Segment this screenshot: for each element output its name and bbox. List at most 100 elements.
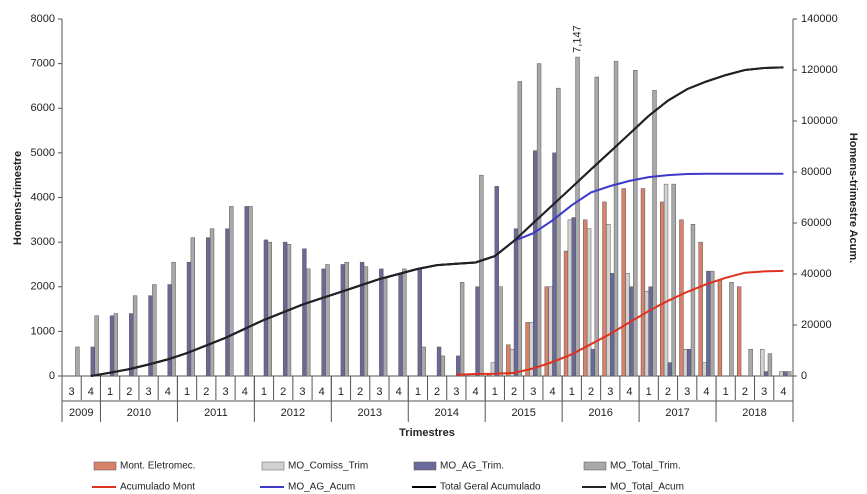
bar xyxy=(567,219,573,377)
x-tick-label: 1 xyxy=(184,386,190,398)
bar xyxy=(583,219,588,377)
x-tick-label: 3 xyxy=(299,386,305,398)
y-tick-label: 8000 xyxy=(31,13,55,25)
bar xyxy=(321,268,326,377)
legend-label: MO_AG_Acum xyxy=(288,482,355,493)
x-tick-label: 2 xyxy=(434,386,440,398)
x-tick-label: 4 xyxy=(396,386,402,398)
legend-label: Mont. Eletromec. xyxy=(120,461,196,472)
legend-swatch xyxy=(93,461,117,471)
bar xyxy=(206,237,211,377)
bar xyxy=(90,346,95,377)
y-tick-label: 2000 xyxy=(31,281,55,293)
y-tick-label: 6000 xyxy=(31,102,55,114)
bar xyxy=(629,286,634,377)
x-tick-label: 2 xyxy=(588,386,594,398)
bar xyxy=(94,315,99,377)
legend-label: MO_AG_Trim. xyxy=(440,461,504,472)
x-tick-label: 2 xyxy=(742,386,748,398)
year-label: 2015 xyxy=(511,407,535,419)
bar xyxy=(267,241,272,377)
bar xyxy=(513,228,519,377)
bar xyxy=(648,286,653,377)
y2-tick-label: 0 xyxy=(801,370,807,382)
legend-label: Acumulado Mont xyxy=(120,482,195,493)
year-label: 2017 xyxy=(665,407,689,419)
x-tick-label: 4 xyxy=(626,386,632,398)
bar xyxy=(459,282,465,377)
bar xyxy=(556,87,561,377)
bar xyxy=(748,348,753,377)
x-tick-label: 3 xyxy=(684,386,690,398)
bar xyxy=(729,282,734,377)
bar xyxy=(306,268,311,377)
y2-tick-label: 140000 xyxy=(801,13,838,25)
x-tick-label: 1 xyxy=(646,386,652,398)
x-tick-label: 4 xyxy=(780,386,786,398)
bar xyxy=(690,224,696,377)
x-tick-label: 4 xyxy=(88,386,94,398)
bar xyxy=(190,237,195,377)
bar xyxy=(698,241,703,377)
legend-label: MO_Comiss_Trim xyxy=(288,461,368,472)
bar xyxy=(132,295,138,377)
bar xyxy=(702,362,707,377)
bar xyxy=(109,315,115,377)
x-tick-label: 4 xyxy=(242,386,248,398)
bar xyxy=(706,270,711,377)
y-tick-label: 4000 xyxy=(31,191,55,203)
bar xyxy=(340,264,346,377)
bar xyxy=(398,273,403,377)
x-tick-label: 1 xyxy=(107,386,113,398)
y-tick-label: 3000 xyxy=(31,236,55,248)
bar xyxy=(663,183,669,377)
bar xyxy=(671,183,676,377)
x-tick-label: 3 xyxy=(376,386,382,398)
y2-tick-label: 80000 xyxy=(801,166,832,178)
bar xyxy=(786,371,792,377)
y-tick-label: 5000 xyxy=(31,147,55,159)
bar xyxy=(456,355,461,377)
y2-axis-title: Homens-trimestre Acum. xyxy=(847,133,859,263)
bar xyxy=(359,261,365,377)
x-tick-label: 1 xyxy=(261,386,267,398)
x-tick-label: 3 xyxy=(146,386,152,398)
x-tick-label: 2 xyxy=(665,386,671,398)
bar xyxy=(229,206,234,377)
legend-label: Total Geral Acumulado xyxy=(440,482,541,493)
line xyxy=(456,269,784,376)
y2-tick-label: 100000 xyxy=(801,115,838,127)
bar xyxy=(152,284,157,377)
bar xyxy=(209,228,215,377)
bar xyxy=(760,348,765,377)
x-tick-label: 2 xyxy=(511,386,517,398)
bar xyxy=(325,264,330,377)
bar xyxy=(344,261,349,377)
bar xyxy=(652,90,657,377)
bar xyxy=(533,150,538,377)
x-tick-label: 4 xyxy=(549,386,555,398)
bar xyxy=(506,344,511,377)
bar xyxy=(613,61,619,377)
x-tick-label: 1 xyxy=(492,386,498,398)
x-tick-label: 1 xyxy=(723,386,729,398)
x-tick-label: 2 xyxy=(203,386,209,398)
x-tick-label: 3 xyxy=(69,386,75,398)
bar xyxy=(436,346,442,377)
bar xyxy=(129,313,134,377)
year-label: 2013 xyxy=(358,407,382,419)
bar xyxy=(171,261,176,377)
legend-label: MO_Total_Trim. xyxy=(610,461,681,472)
bar xyxy=(779,371,784,377)
bar xyxy=(667,362,673,377)
bar xyxy=(610,273,615,377)
bar xyxy=(282,241,288,377)
bar xyxy=(710,270,715,377)
bar xyxy=(363,266,369,377)
bar xyxy=(590,348,596,377)
bar xyxy=(383,277,388,377)
bar xyxy=(113,313,119,377)
x-tick-label: 2 xyxy=(126,386,132,398)
x-tick-label: 2 xyxy=(357,386,363,398)
